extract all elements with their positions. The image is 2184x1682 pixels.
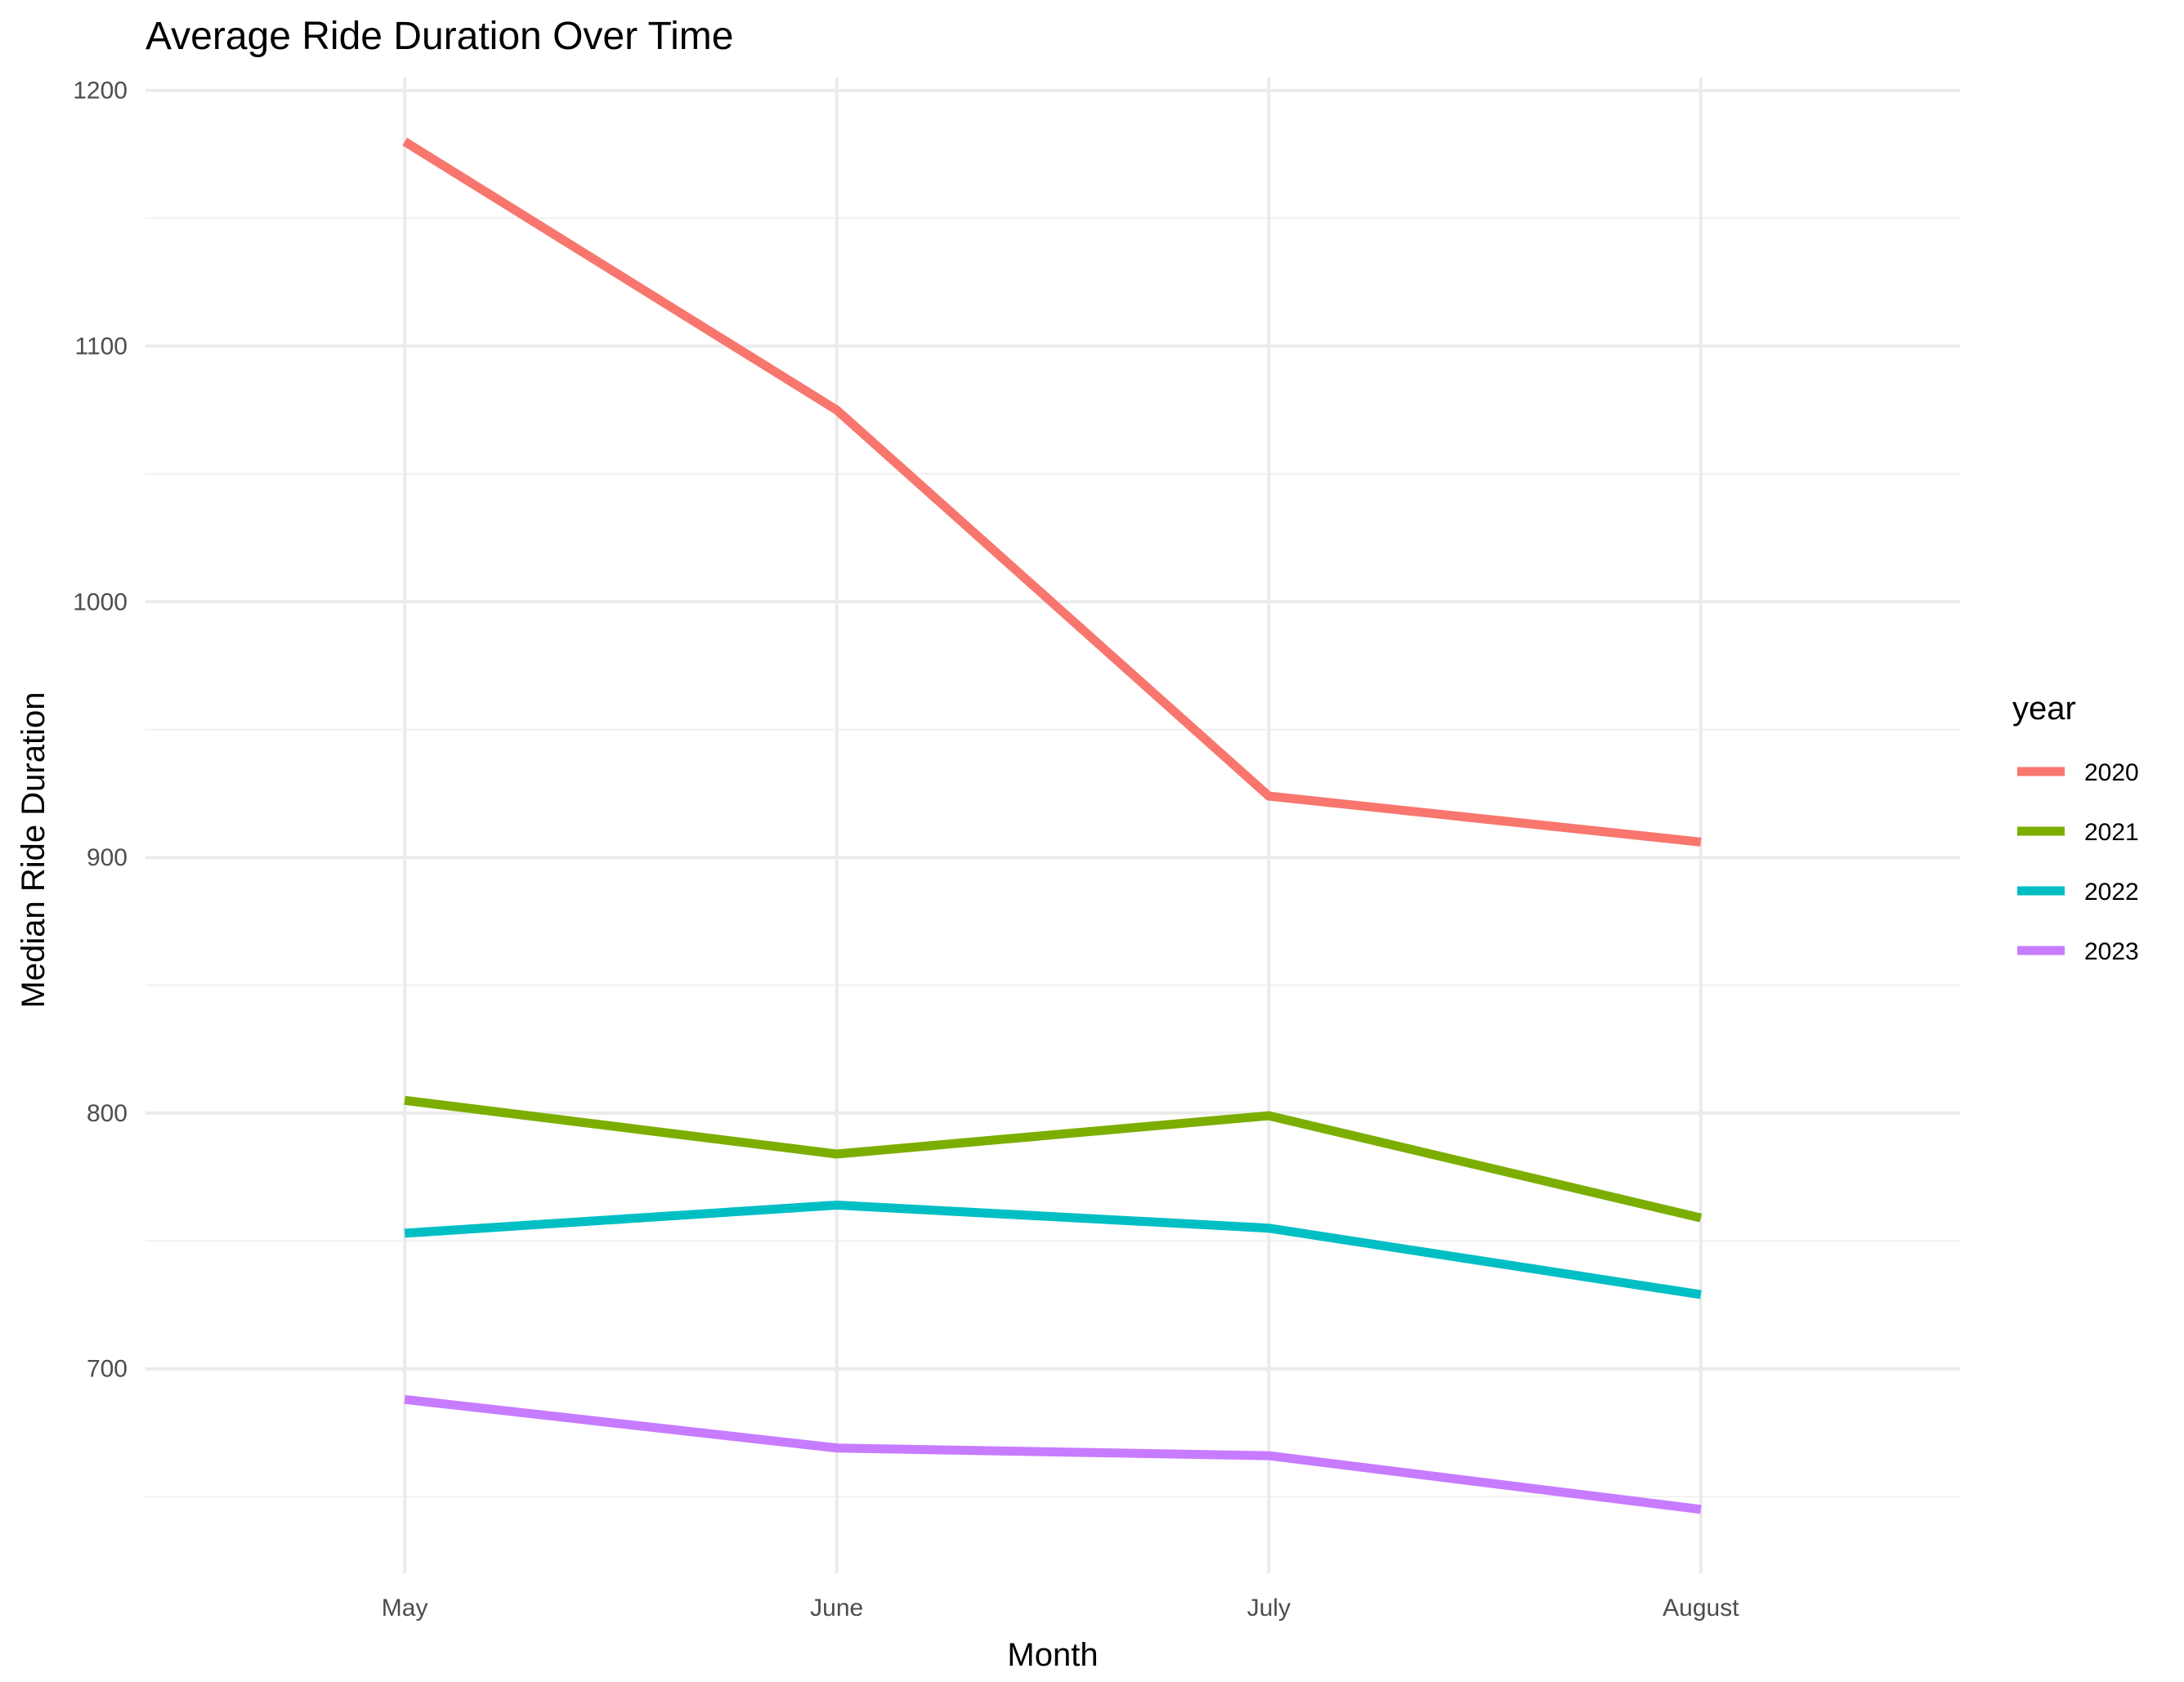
legend-label: 2021 [2084, 819, 2139, 846]
x-tick-label: July [1247, 1595, 1291, 1622]
series-line-2022 [404, 1201, 1702, 1300]
series-lines [402, 137, 1703, 1514]
x-tick-label: August [1663, 1595, 1739, 1622]
tick-labels: 700 800 900 1000 1100 1200 May June July August [73, 78, 1739, 1622]
y-tick-label: 900 [87, 844, 128, 871]
grid [145, 78, 1960, 1573]
y-tick-label: 800 [87, 1100, 128, 1127]
legend-item-2020: 2020 [2017, 759, 2139, 786]
legend-item-2023: 2023 [2017, 938, 2139, 965]
series-line-2021 [404, 1095, 1703, 1223]
legend-item-2022: 2022 [2017, 879, 2139, 906]
y-axis-title: Median Ride Duration [16, 692, 51, 1009]
legend-item-2021: 2021 [2017, 819, 2139, 846]
chart-title: Average Ride Duration Over Time [145, 15, 733, 58]
y-tick-label: 1100 [74, 333, 128, 360]
legend-label: 2022 [2084, 879, 2139, 906]
y-tick-label: 1000 [73, 588, 128, 615]
series-line-2020 [402, 137, 1702, 847]
y-tick-label: 1200 [73, 78, 128, 105]
legend-label: 2020 [2084, 759, 2139, 786]
legend-label: 2023 [2084, 938, 2139, 965]
x-tick-label: May [382, 1595, 428, 1622]
x-tick-label: June [810, 1595, 863, 1622]
series-line-2023 [404, 1394, 1702, 1514]
legend-items: 2020 2021 2022 2023 [2017, 759, 2139, 965]
y-tick-label: 700 [87, 1356, 128, 1383]
legend: year 2020 2021 2022 2023 [2012, 691, 2139, 965]
legend-title: year [2012, 691, 2076, 727]
x-axis-title: Month [1007, 1637, 1098, 1673]
